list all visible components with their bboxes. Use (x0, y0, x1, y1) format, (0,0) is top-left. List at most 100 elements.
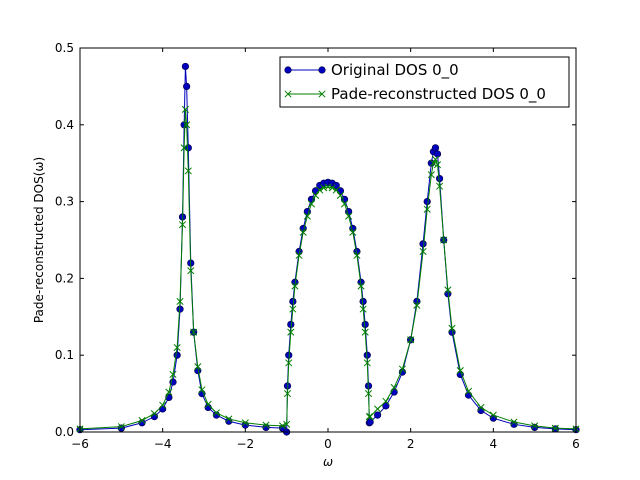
data-point (169, 370, 177, 378)
x-axis-label: ω (323, 455, 333, 469)
data-point (187, 267, 195, 275)
data-point (180, 144, 188, 152)
data-point (365, 413, 373, 421)
y-tick-label: 0.3 (55, 195, 74, 209)
data-point (349, 228, 357, 236)
data-point (307, 200, 316, 208)
data-point (184, 144, 192, 152)
data-point (429, 159, 437, 167)
data-point (178, 221, 187, 229)
data-point (374, 405, 382, 413)
data-point (285, 359, 293, 367)
data-point (456, 367, 464, 375)
legend-marker (284, 90, 292, 98)
data-point (448, 324, 456, 332)
data-point (431, 155, 440, 163)
data-point (477, 406, 485, 415)
data-point (510, 418, 518, 426)
data-point (212, 409, 220, 417)
x-tick-label: 6 (572, 437, 580, 451)
x-tick-label: −4 (154, 437, 172, 451)
y-tick-label: 0.0 (55, 425, 74, 439)
data-point (159, 405, 167, 413)
data-point (176, 297, 184, 305)
data-point (316, 186, 324, 194)
data-point (419, 247, 427, 256)
data-point (353, 251, 361, 259)
y-axis-label: Pade-reconstructed DOS(ω) (32, 157, 46, 323)
legend-label: Pade-reconstructed DOS 0_0 (331, 85, 546, 104)
legend: Original DOS 0_0 Pade-reconstructed DOS 0… (279, 56, 570, 108)
series-line-1 (79, 109, 577, 430)
y-tick-label: 0.1 (55, 348, 74, 362)
axes-layer: −6 −4 −2 0 2 4 6 0.0 0.1 0.2 0.3 0.4 0.5 (55, 41, 580, 451)
data-point (287, 328, 295, 336)
y-tick-label: 0.4 (55, 118, 74, 132)
data-point (382, 402, 390, 410)
data-point (436, 182, 444, 190)
data-point (283, 420, 291, 428)
legend-box (279, 56, 570, 108)
data-point (198, 386, 206, 394)
data-point (366, 413, 374, 421)
data-point (299, 228, 307, 236)
data-point (183, 121, 191, 129)
data-point (328, 184, 336, 192)
x-tick-label: 4 (490, 437, 498, 451)
data-point (423, 205, 431, 213)
data-point (440, 236, 448, 244)
data-point (357, 282, 365, 290)
data-point (295, 251, 303, 259)
data-point (283, 390, 292, 398)
data-point (398, 365, 406, 373)
data-point (531, 422, 539, 430)
data-point (433, 161, 442, 169)
data-point (181, 105, 189, 113)
data-point (165, 388, 173, 396)
legend-marker (318, 66, 326, 74)
data-point (180, 121, 188, 129)
data-point (138, 416, 146, 425)
x-tick-label: 0 (324, 437, 332, 451)
data-point (225, 415, 233, 423)
data-point (184, 167, 192, 175)
data-point (204, 400, 212, 408)
data-point (366, 418, 374, 426)
data-point (382, 397, 390, 405)
legend-item-1: Pade-reconstructed DOS 0_0 (284, 85, 546, 104)
x-tick-label: −6 (71, 437, 89, 451)
data-point (431, 144, 440, 152)
data-point (361, 328, 369, 336)
data-point (303, 212, 311, 220)
data-point (444, 286, 452, 294)
data-point (551, 424, 559, 432)
data-point (336, 191, 344, 200)
data-point (181, 62, 189, 71)
data-point (364, 390, 373, 398)
data-point (159, 401, 167, 409)
data-point (262, 423, 270, 431)
data-point (423, 198, 431, 206)
data-point (407, 336, 415, 344)
x-tick-label: −2 (236, 437, 254, 451)
data-point (241, 419, 249, 427)
data-point (332, 181, 340, 190)
data-point (374, 411, 382, 419)
data-point (345, 212, 353, 220)
data-point (150, 410, 158, 418)
data-point (359, 305, 367, 313)
data-point (464, 391, 473, 399)
data-point (464, 387, 473, 395)
legend-marker (284, 66, 292, 74)
data-point (427, 171, 435, 179)
data-point (173, 343, 181, 352)
data-point (489, 411, 497, 419)
data-point (262, 421, 270, 429)
data-point (291, 282, 299, 290)
data-point (363, 359, 371, 367)
series-layer (76, 62, 580, 436)
y-tick-label: 0.2 (55, 271, 74, 285)
data-point (278, 422, 287, 430)
y-tick-label: 0.5 (55, 41, 74, 55)
